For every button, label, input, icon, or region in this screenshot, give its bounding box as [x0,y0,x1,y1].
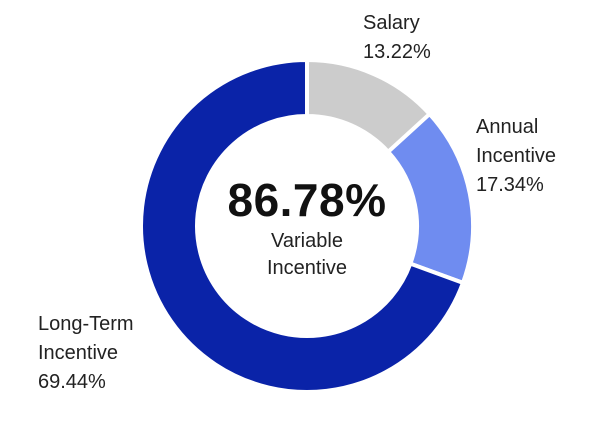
slice-label-salary-name: Salary [363,12,420,34]
slice-label-salary-value: 13.22% [363,41,431,63]
slice-label-annual-name-line2: Incentive [476,145,557,167]
donut-slice-long-term-incentive [139,57,466,394]
center-summary: 86.78% Variable Incentive [207,172,407,282]
slice-label-salary: Salary 13.22% [363,9,431,67]
donut-slices [139,57,475,394]
slice-label-long-term-incentive: Long-Term Incentive 69.44% [38,310,134,397]
slice-label-ltip-name-line1: Long-Term [38,313,134,335]
center-caption-line1: Variable [271,230,343,252]
slice-label-ltip-name-line2: Incentive [38,342,119,364]
slice-label-ltip-value: 69.44% [38,371,106,393]
slice-label-annual-name-line1: Annual [476,116,539,138]
center-value: 86.78% [227,174,387,226]
slice-label-annual-value: 17.34% [476,174,544,196]
slice-label-annual-incentive: Annual Incentive 17.34% [476,113,556,200]
center-caption-line2: Incentive [266,257,348,279]
